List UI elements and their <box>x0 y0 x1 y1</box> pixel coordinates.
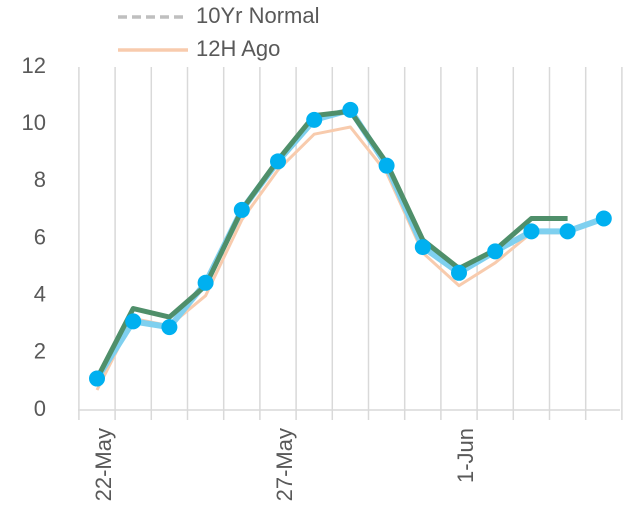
marker <box>378 157 395 174</box>
marker <box>197 274 214 291</box>
x-tick-label: 1-Jun <box>453 428 478 483</box>
legend-label: 12H Ago <box>196 36 280 61</box>
series-line <box>94 106 605 381</box>
marker <box>342 101 359 118</box>
marker <box>451 264 467 281</box>
marker <box>559 223 576 240</box>
marker <box>161 319 178 336</box>
marker <box>523 223 540 240</box>
legend-label: 10Yr Normal <box>196 3 319 28</box>
marker <box>125 313 142 330</box>
y-tick-label: 10 <box>22 110 46 135</box>
y-tick-label: 6 <box>34 224 46 249</box>
x-tick-label: 22-May <box>91 428 116 501</box>
marker <box>595 210 612 227</box>
marker <box>487 243 504 260</box>
marker <box>414 239 431 256</box>
y-tick-label: 4 <box>34 281 46 306</box>
x-tick-label: 27-May <box>272 428 297 501</box>
y-tick-label: 2 <box>34 339 46 364</box>
y-tick-label: 8 <box>34 167 46 192</box>
marker <box>306 111 323 128</box>
marker <box>89 370 105 387</box>
y-tick-label: 0 <box>34 396 46 421</box>
marker <box>233 201 250 218</box>
marker <box>270 153 286 170</box>
y-tick-label: 12 <box>22 53 46 78</box>
